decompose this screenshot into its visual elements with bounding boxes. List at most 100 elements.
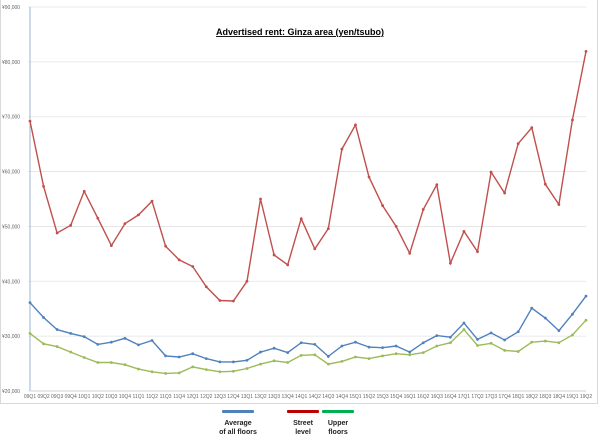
data-point	[489, 341, 493, 345]
series-street-level	[28, 50, 588, 303]
series-average-of-all-floors	[28, 294, 588, 364]
x-tick-label: 11Q1	[133, 394, 145, 400]
legend-item-average: Average of all floors	[208, 410, 268, 437]
data-point	[177, 371, 181, 375]
x-tick-label: 16Q2	[417, 394, 429, 400]
data-point	[232, 369, 235, 373]
x-tick-label: 09Q4	[65, 394, 77, 400]
x-tick-label: 11Q4	[173, 394, 185, 400]
data-point	[82, 356, 86, 359]
data-point	[584, 294, 588, 298]
data-point	[28, 301, 32, 305]
x-tick-label: 13Q3	[268, 394, 280, 400]
x-tick-label: 16Q1	[404, 394, 416, 400]
y-axis: ¥20,000 ¥30,000 ¥40,000 ¥50,000 ¥60,000 ¥70,0…	[2, 5, 31, 395]
data-point	[367, 357, 371, 361]
data-point	[150, 339, 154, 342]
data-point	[109, 244, 113, 248]
data-point	[476, 338, 479, 341]
data-point	[462, 229, 466, 233]
series-line	[29, 51, 587, 302]
data-point	[381, 354, 384, 358]
data-point	[150, 199, 154, 203]
data-point	[191, 365, 195, 369]
data-point	[326, 227, 330, 231]
x-tick-label: 09Q1	[24, 394, 36, 400]
data-point	[340, 359, 344, 363]
chart-title: Advertised rent: Ginza area (yen/tsubo)	[216, 27, 384, 37]
data-point	[123, 222, 127, 226]
data-point	[245, 358, 249, 362]
data-point	[218, 360, 222, 364]
data-point	[137, 367, 140, 371]
data-point	[326, 355, 330, 358]
data-point	[571, 118, 574, 122]
gridlines	[28, 6, 586, 392]
data-point	[177, 258, 181, 262]
y-tick-label: ¥60,000	[2, 170, 20, 176]
x-tick-label: 15Q3	[376, 394, 388, 400]
data-point	[476, 344, 479, 347]
x-tick-label: 15Q1	[349, 394, 361, 400]
data-point	[28, 119, 32, 123]
x-tick-label: 19Q2	[580, 394, 592, 400]
x-tick-label: 09Q2	[37, 394, 49, 400]
data-point	[476, 250, 479, 254]
data-point	[96, 216, 100, 220]
data-point	[489, 331, 493, 335]
data-point	[245, 279, 249, 283]
x-tick-label: 16Q4	[444, 394, 456, 400]
data-point	[286, 263, 290, 267]
data-point	[272, 253, 276, 257]
x-tick-label: 18Q2	[526, 394, 538, 400]
data-point	[245, 367, 249, 370]
data-point	[530, 126, 534, 130]
legend-item-street: Street level	[253, 410, 353, 437]
data-point	[340, 344, 344, 348]
legend-label: of all floors	[219, 429, 257, 436]
data-point	[394, 225, 398, 228]
y-tick-label: ¥80,000	[2, 60, 20, 66]
x-tick-label: 09Q3	[51, 394, 63, 400]
data-point	[435, 183, 439, 187]
data-point	[543, 339, 547, 343]
data-point	[408, 353, 412, 357]
data-point	[164, 354, 168, 358]
data-point	[218, 370, 222, 374]
data-point	[286, 351, 290, 354]
data-point	[503, 338, 507, 342]
series-lines	[28, 50, 588, 375]
x-tick-label: 18Q4	[553, 394, 565, 400]
data-point	[503, 191, 507, 195]
data-point	[571, 312, 574, 316]
data-point	[421, 351, 425, 354]
data-point	[381, 204, 384, 207]
data-point	[421, 341, 425, 345]
data-point	[462, 321, 466, 325]
data-point	[42, 342, 45, 346]
data-point	[28, 332, 32, 335]
x-tick-label: 10Q3	[105, 394, 117, 400]
data-point	[408, 251, 412, 255]
data-point	[557, 341, 561, 345]
data-point	[259, 362, 262, 366]
data-point	[42, 316, 45, 319]
data-point	[204, 285, 208, 289]
data-point	[313, 342, 317, 346]
x-tick-label: 12Q1	[187, 394, 199, 400]
x-tick-label: 14Q3	[322, 394, 334, 400]
y-tick-label: ¥70,000	[2, 115, 20, 121]
data-point	[164, 372, 168, 375]
x-axis: 09Q1 09Q2 09Q3 09Q4 10Q1 10Q2 10Q3 10Q4 11Q1 11Q2…	[24, 390, 592, 400]
data-point	[177, 355, 181, 359]
data-point	[109, 340, 113, 344]
series-upper-floors	[28, 318, 588, 375]
x-tick-label: 18Q1	[512, 394, 524, 400]
legend-swatch-street	[287, 410, 319, 413]
data-point	[489, 170, 493, 174]
x-tick-label: 19Q1	[566, 394, 578, 400]
data-point	[354, 355, 357, 359]
data-point	[69, 223, 73, 227]
data-point	[69, 332, 73, 335]
data-point	[557, 203, 561, 206]
